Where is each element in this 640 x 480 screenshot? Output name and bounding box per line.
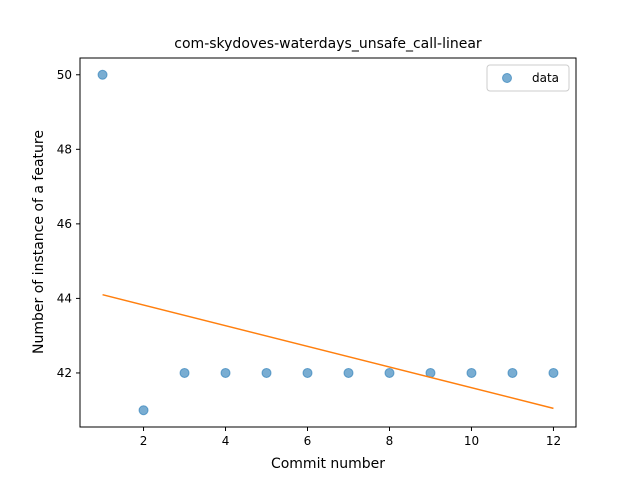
x-axis-label: Commit number <box>271 456 385 472</box>
legend-marker <box>502 73 512 83</box>
y-tick-label: 44 <box>57 291 72 305</box>
chart-title: com-skydoves-waterdays_unsafe_call-linea… <box>174 36 482 52</box>
legend: data <box>486 64 570 92</box>
axes-frame <box>79 57 577 428</box>
data-point <box>548 367 559 378</box>
x-tick-label: 4 <box>222 434 230 448</box>
data-point <box>179 367 190 378</box>
data-point <box>466 367 477 378</box>
legend-label: data <box>532 71 559 85</box>
y-tick-label: 48 <box>57 142 72 156</box>
legend-box <box>486 64 570 92</box>
data-point <box>343 367 354 378</box>
data-point <box>384 367 395 378</box>
x-tick-label: 12 <box>546 434 561 448</box>
y-tick-label: 50 <box>57 68 72 82</box>
x-tick-label: 6 <box>304 434 312 448</box>
data-point <box>261 367 272 378</box>
x-tick-label: 10 <box>464 434 479 448</box>
y-tick-label: 42 <box>57 366 72 380</box>
y-axis-label: Number of instance of a feature <box>31 130 47 354</box>
y-tick-label: 46 <box>57 217 72 231</box>
data-point <box>97 69 108 80</box>
data-point <box>220 367 231 378</box>
data-point <box>302 367 313 378</box>
x-tick-label: 8 <box>386 434 394 448</box>
data-point <box>507 367 518 378</box>
data-point <box>138 405 149 416</box>
fit-line <box>102 293 554 410</box>
x-tick-label: 2 <box>140 434 148 448</box>
